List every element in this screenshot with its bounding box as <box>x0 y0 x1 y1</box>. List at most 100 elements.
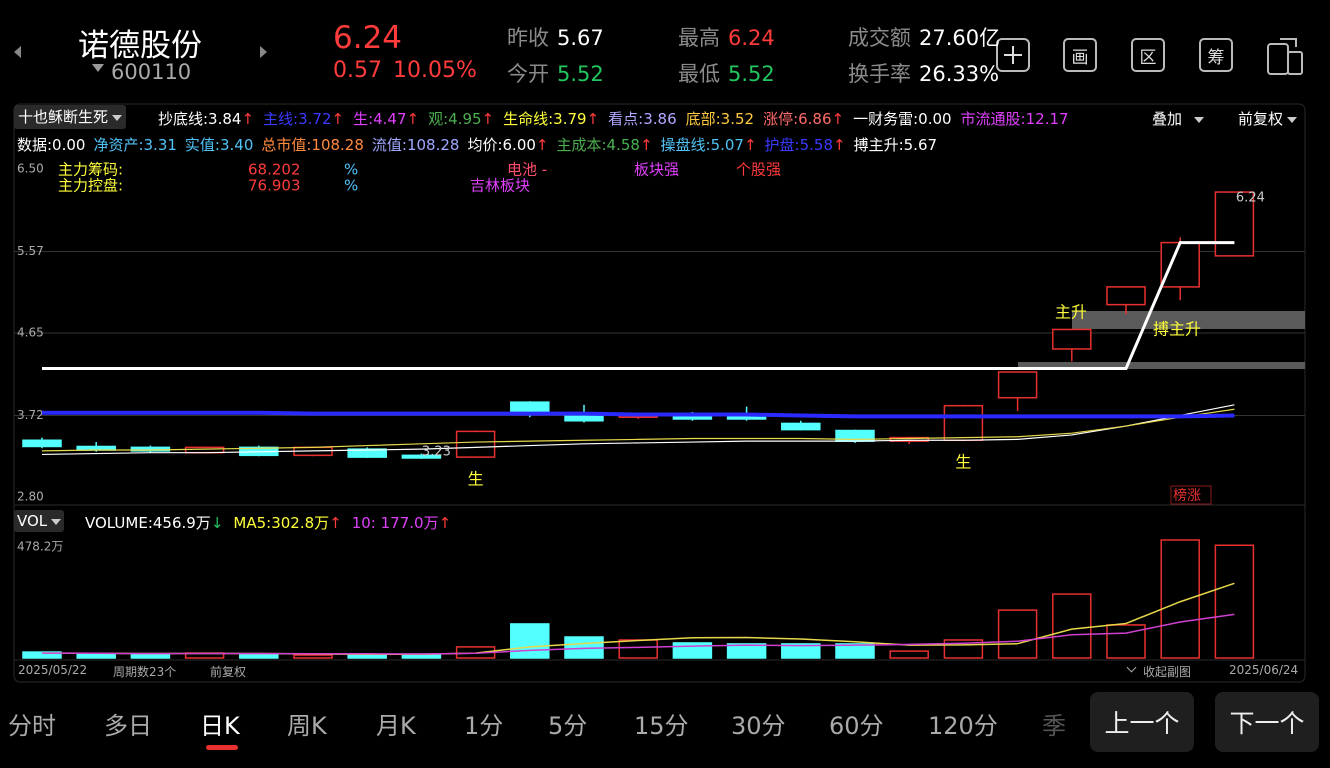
annotation: % <box>344 161 358 179</box>
tab[interactable]: 多日 <box>104 712 152 740</box>
indicator: MA5:302.8万↑ <box>233 512 341 533</box>
next-button[interactable]: 下一个 <box>1215 692 1319 752</box>
tab[interactable]: 周K <box>287 712 327 740</box>
candle-body <box>997 371 1038 399</box>
tab[interactable]: 分时 <box>8 712 56 740</box>
candle-body <box>1052 328 1092 350</box>
indicator-row: 数据:0.00 净资产:3.31 实值:3.40 总市值:108.28 流值:108.2… <box>17 134 937 155</box>
add-icon[interactable] <box>996 38 1030 72</box>
indicator-text: 市流通股:12.17 <box>960 110 1069 128</box>
tool-button[interactable]: 筹 <box>1199 38 1233 72</box>
indicator-arrow: ↑ <box>438 514 452 532</box>
indicator: 搏主升:5.67 <box>854 134 937 155</box>
annotation: 搏主升 <box>1153 320 1201 339</box>
collapse[interactable]: 收起副图 <box>1143 665 1192 679</box>
tab[interactable]: 1分 <box>464 712 504 740</box>
indicator-line <box>41 408 1235 452</box>
stat: 今开 5.52 <box>507 58 604 88</box>
indicator: 观:4.95↑ <box>428 108 494 129</box>
indicator: 看点:3.86 <box>608 108 676 129</box>
indicator-text: MA5:302.8万 <box>233 514 330 532</box>
indicator-text: 流值:108.28 <box>371 136 460 154</box>
candle-body <box>1106 286 1146 306</box>
indicator-text: 主成本:4.58 <box>556 136 640 154</box>
indicator-line <box>41 404 1235 456</box>
signal: 生 <box>955 453 971 472</box>
y-tick-label: 3.72 <box>17 408 44 422</box>
tab[interactable]: 5分 <box>548 712 588 740</box>
annotation: 主升 <box>1055 303 1087 322</box>
indicator-arrow: ↑ <box>241 110 255 128</box>
tab[interactable]: 30分 <box>731 712 786 740</box>
volume-bar <box>347 654 387 659</box>
volume-select[interactable]: VOL <box>14 510 65 532</box>
indicator-text: 实值:3.40 <box>184 136 254 154</box>
indicator-name: 十也稣断生死 <box>18 108 109 126</box>
caret <box>51 518 62 525</box>
candle-body <box>564 415 604 422</box>
indicator-arrow: ↑ <box>481 110 495 128</box>
indicator-select[interactable]: 十也稣断生死 <box>14 105 127 129</box>
indicator: 底部:3.52 <box>686 108 754 129</box>
candle-body <box>1160 241 1200 288</box>
volume-bar <box>889 650 929 659</box>
indicator-row: 抄底线:3.84↑ 主线:3.72↑ 生:4.47↑ 观:4.95↑ 生命线:3.79↑… <box>158 108 1069 129</box>
volume-bar <box>997 609 1038 659</box>
indicator: 10: 177.0万↑ <box>352 512 451 533</box>
adjust-select[interactable]: 前复权 <box>1238 108 1298 129</box>
indicator: 主线:3.72↑ <box>263 108 344 129</box>
indicator-text: 主线:3.72 <box>263 110 332 128</box>
tool-button[interactable]: 画 <box>1063 38 1097 72</box>
stat-label: 最高 <box>678 26 720 50</box>
tab[interactable]: 季 <box>1042 712 1066 740</box>
stat-value: 27.60亿 <box>919 26 1001 50</box>
candle-body <box>672 415 713 420</box>
change-pct: 10.05% <box>393 58 477 83</box>
stat: 成交额 27.60亿 <box>848 22 1000 52</box>
low-label: 3.23 <box>422 444 451 459</box>
y-tick-label: 5.57 <box>17 244 44 258</box>
volume-bar <box>293 654 333 659</box>
volume-bar <box>618 639 658 659</box>
stat-label: 换手率 <box>848 62 911 86</box>
volume-name: VOL <box>17 512 48 530</box>
stat-label: 最低 <box>678 62 720 86</box>
indicator: 均价:6.00↑ <box>467 134 548 155</box>
tab[interactable]: 120分 <box>928 712 998 740</box>
indicator-arrow: ↑ <box>743 136 757 154</box>
overlay-select[interactable]: 叠加 <box>1152 108 1205 129</box>
annotation: 主力筹码: <box>58 161 123 179</box>
stat-label: 今开 <box>507 62 549 86</box>
indicator: 生:4.47↑ <box>353 108 419 129</box>
prev-button[interactable]: 上一个 <box>1090 692 1194 752</box>
tab[interactable]: 日K <box>200 712 240 740</box>
screen-icon[interactable] <box>1266 36 1306 76</box>
next-arrow[interactable] <box>260 46 267 58</box>
tab-indicator <box>206 745 238 750</box>
indicator: 涨停:6.86↑ <box>763 108 844 129</box>
footer-adjust: 前复权 <box>210 665 247 679</box>
indicator-text: 10: 177.0万 <box>351 514 439 532</box>
stock-name: 诺德股份 <box>78 28 202 64</box>
annotation: % <box>344 177 358 195</box>
indicator: 净资产:3.31 <box>93 134 176 155</box>
code-caret[interactable] <box>92 64 104 72</box>
high-label: 6.24 <box>1236 191 1265 206</box>
tab[interactable]: 60分 <box>829 712 884 740</box>
volume-bar <box>22 651 62 659</box>
annotation: 68.202 <box>248 161 301 179</box>
prev-arrow[interactable] <box>14 46 21 58</box>
tool-button[interactable]: 区 <box>1131 38 1165 72</box>
volume-bar <box>1106 624 1146 659</box>
zone-band <box>1072 311 1305 329</box>
volume-bar <box>1052 593 1092 659</box>
stat-label: 成交额 <box>848 26 911 50</box>
candle-body <box>1214 191 1255 257</box>
candle-body <box>455 430 496 458</box>
indicator-arrow: ↑ <box>406 110 420 128</box>
stock-code: 600110 <box>111 60 192 84</box>
tab[interactable]: 15分 <box>634 712 689 740</box>
caret <box>112 114 123 121</box>
indicator-arrow: ↓ <box>210 514 224 532</box>
tab[interactable]: 月K <box>376 712 416 740</box>
